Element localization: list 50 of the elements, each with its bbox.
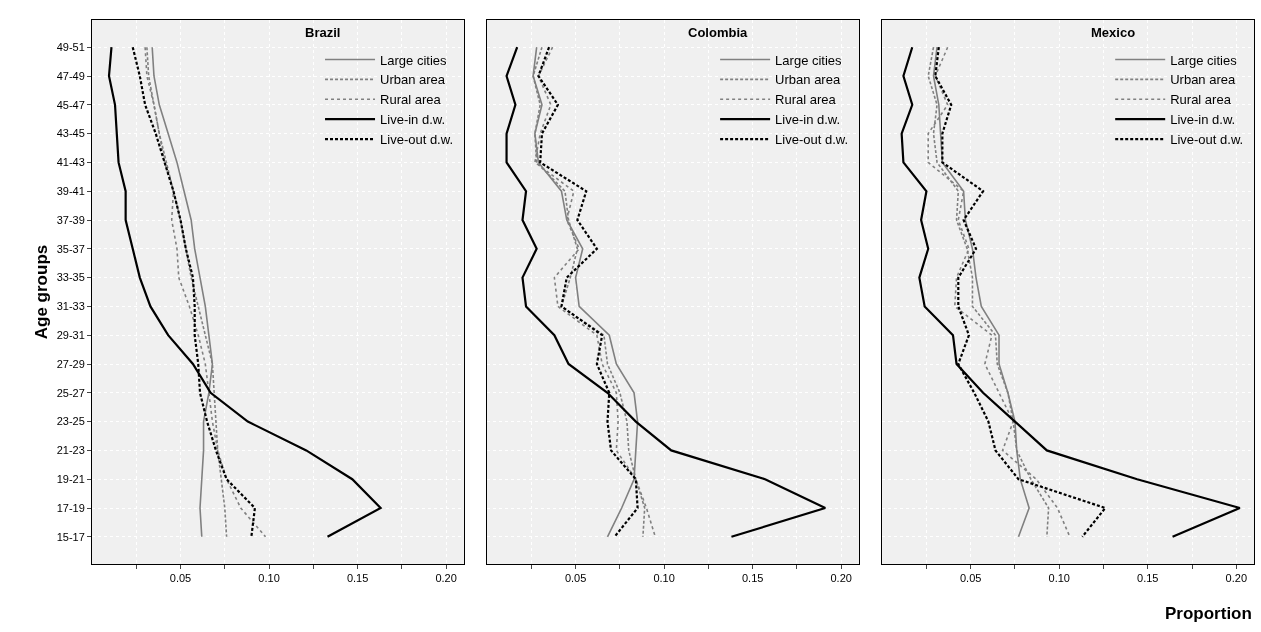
legend-label: Live-in d.w. [775, 112, 841, 128]
x-tick-label: 0.05 [959, 572, 982, 585]
y-tick-label: 35-37 [56, 242, 85, 255]
y-tick-label: 29-31 [56, 329, 85, 342]
y-tick-label: 37-39 [56, 213, 85, 226]
legend-label: Live-in d.w. [1170, 112, 1236, 128]
y-tick-label: 39-41 [56, 185, 85, 198]
legend-label: Live-out d.w. [775, 132, 849, 148]
x-tick-label: 0.15 [1137, 572, 1159, 585]
y-tick-label: 25-27 [56, 386, 85, 399]
legend-label: Large cities [380, 52, 448, 68]
y-axis-title: Age groups [32, 244, 52, 340]
legend-label: Live-out d.w. [380, 132, 454, 148]
x-tick-label: 0.10 [1048, 572, 1070, 585]
x-tick-label: 0.20 [435, 572, 457, 585]
legend-label: Large cities [1170, 52, 1238, 68]
legend-label: Live-out d.w. [1170, 132, 1244, 148]
y-tick-label: 15-17 [56, 530, 85, 543]
legend-label: Urban area [380, 72, 446, 88]
legend-label: Rural area [1170, 92, 1232, 108]
y-tick-label: 17-19 [56, 501, 85, 514]
x-tick-label: 0.20 [1225, 572, 1247, 585]
legend-label: Rural area [380, 92, 442, 108]
legend-label: Rural area [775, 92, 837, 108]
legend-label: Large cities [775, 52, 843, 68]
x-tick-label: 0.05 [169, 572, 192, 585]
y-tick-label: 41-43 [56, 156, 85, 169]
y-tick-label: 21-23 [56, 444, 85, 457]
chart-title: Colombia [688, 25, 748, 40]
x-tick-label: 0.15 [346, 572, 369, 585]
y-tick-label: 23-25 [56, 415, 85, 428]
y-tick-label: 19-21 [56, 473, 85, 486]
y-tick-label: 45-47 [56, 98, 85, 111]
chart-title: Mexico [1091, 25, 1136, 40]
y-tick-label: 31-33 [56, 300, 85, 313]
y-tick-label: 27-29 [56, 357, 85, 370]
x-tick-label: 0.15 [741, 572, 764, 585]
x-tick-label: 0.20 [830, 572, 852, 585]
y-tick-label: 47-49 [56, 69, 85, 82]
x-tick-label: 0.05 [564, 572, 587, 585]
legend-label: Live-in d.w. [380, 112, 446, 128]
y-tick-label: 49-51 [56, 41, 85, 54]
y-tick-label: 33-35 [56, 271, 85, 284]
legend-label: Urban area [1170, 72, 1236, 88]
x-tick-label: 0.10 [653, 572, 675, 585]
chart-title: Brazil [305, 25, 341, 40]
legend-label: Urban area [775, 72, 841, 88]
x-axis-title: Proportion [1165, 604, 1252, 623]
x-tick-label: 0.10 [258, 572, 280, 585]
y-tick-label: 43-45 [56, 127, 85, 140]
